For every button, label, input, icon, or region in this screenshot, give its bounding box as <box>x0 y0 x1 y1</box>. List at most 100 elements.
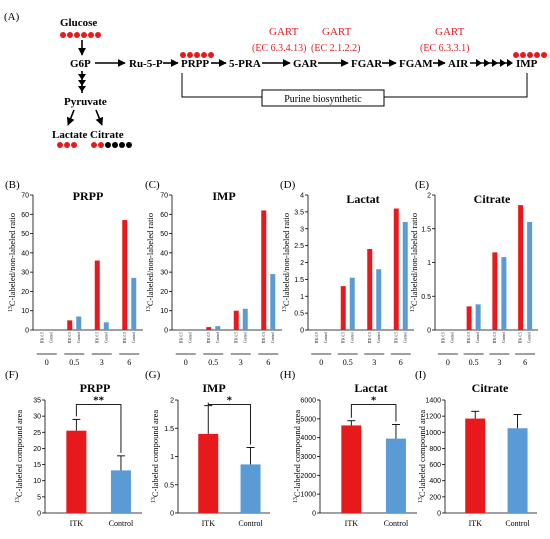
y-tick-label: 2.5 <box>294 243 304 250</box>
bar-itk-3 <box>518 205 524 330</box>
node-ru5p: Ru-5-P <box>129 58 163 70</box>
bar-label: ITK 0.5 <box>179 332 183 344</box>
chart-title: Lactat <box>354 381 387 395</box>
y-axis-label: 13C-labeled/non-labeled ratio <box>145 213 155 312</box>
chart-g: (G) IMP 13C-labeled compound area 0 0.5 1 1.5 2… <box>145 369 270 528</box>
group-label: 3 <box>100 358 104 367</box>
significance-bracket <box>75 404 122 453</box>
y-axis-label: 13C-labeled/non-labeled ratio <box>281 213 291 312</box>
chart-i: (I) Citrate 13C-labeled compound area 0 200 4… <box>415 369 537 528</box>
carbon-dots-lactate <box>57 142 77 148</box>
bar-label: Control <box>350 332 354 343</box>
bar-control-1 <box>76 316 82 330</box>
panel-label: (F) <box>5 369 19 381</box>
y-tick-label: 20 <box>21 289 29 296</box>
bar-itk <box>198 433 219 513</box>
group-label: 0 <box>184 358 188 367</box>
group-label: 6 <box>266 358 270 367</box>
node-glucose: Glucose <box>60 17 97 29</box>
y-tick-label: 40 <box>21 250 29 257</box>
bar-control <box>110 470 131 513</box>
bar-control-1 <box>475 304 481 330</box>
arrow-g6p-pyruvate <box>78 71 86 93</box>
bar-itk-3 <box>393 208 399 330</box>
panel-label: (H) <box>280 369 296 381</box>
y-tick-label: 0 <box>300 328 304 335</box>
bar-label: ITK 0.5 <box>341 332 345 344</box>
y-tick-label: 1.5 <box>421 226 431 233</box>
group-label: 0.5 <box>69 358 79 367</box>
chart-title: IMP <box>212 189 235 203</box>
bar-label: ITK 0.5 <box>467 332 471 344</box>
category-label: Control <box>238 519 263 528</box>
bar-label: ITK 0.5 <box>123 332 127 344</box>
y-tick-label: 35 <box>33 398 41 405</box>
category-label: Control <box>384 519 409 528</box>
category-label: ITK <box>345 519 359 528</box>
group-label: 0.5 <box>208 358 218 367</box>
node-prpp: PRPP <box>181 58 209 70</box>
bar-itk-1 <box>466 306 472 330</box>
y-tick-label: 5000 <box>300 416 316 423</box>
bar-control-2 <box>501 257 507 330</box>
y-tick-label: 200 <box>429 494 441 501</box>
bar-label: Control <box>324 332 328 343</box>
bar-itk-1 <box>340 286 346 330</box>
y-tick-label: 4 <box>300 193 304 200</box>
node-gar: GAR <box>293 58 319 70</box>
bar-label: ITK 0.5 <box>394 332 398 344</box>
bar-control-3 <box>270 274 276 330</box>
bar-control <box>240 464 261 513</box>
bar-itk-1 <box>67 320 73 330</box>
bar-itk-3 <box>122 220 128 330</box>
bar-control-1 <box>215 326 221 330</box>
node-imp: IMP <box>516 58 538 70</box>
chart-title: IMP <box>202 381 225 395</box>
arrow-pyruvate-citrate <box>95 109 104 126</box>
y-tick-label: 1 <box>300 294 304 301</box>
bar-label: Control <box>216 332 220 343</box>
enzyme-gart-2: GART <box>322 26 352 38</box>
multi-step-arrow <box>470 59 513 67</box>
bar-label: ITK 0.5 <box>315 332 319 344</box>
bar-label: Control <box>104 332 108 343</box>
group-label: 3 <box>497 358 501 367</box>
chart-title: PRPP <box>73 189 104 203</box>
chart-d: (D) Lactat 13C-labeled/non-labeled ratio 0 0… <box>280 179 414 367</box>
bar-label: ITK 0.5 <box>519 332 523 344</box>
chart-c: (C) IMP 13C-labeled/non-labeled ratio 0 10 20… <box>145 179 282 367</box>
bar-control-2 <box>376 269 382 330</box>
y-tick-label: 10 <box>21 308 29 315</box>
ec-number-1: (EC 6.3.4.13) <box>252 43 306 54</box>
purine-bracket <box>181 73 528 107</box>
panel-label: (I) <box>415 369 426 381</box>
bar-itk-2 <box>367 249 373 330</box>
y-tick-label: 0.5 <box>421 294 431 301</box>
panel-label: (G) <box>145 369 161 381</box>
significance-marker: * <box>371 395 377 407</box>
y-tick-label: 20 <box>160 289 168 296</box>
y-tick-label: 1200 <box>425 414 441 421</box>
bar-control-2 <box>242 308 248 330</box>
y-tick-label: 6000 <box>300 398 316 405</box>
y-tick-label: 30 <box>33 414 41 421</box>
chart-f: (F) PRPP 13C-labeled compound area 0 5 10 15 20… <box>5 369 142 528</box>
y-tick-label: 70 <box>21 193 29 200</box>
y-tick-label: 2 <box>427 193 431 200</box>
enzyme-gart-3: GART <box>435 26 465 38</box>
bar-itk-2 <box>233 310 239 330</box>
bar-label: ITK 0.5 <box>40 332 44 344</box>
y-tick-label: 50 <box>21 231 29 238</box>
bar-label: ITK 0.5 <box>441 332 445 344</box>
bar-label: ITK 0.5 <box>368 332 372 344</box>
category-label: Control <box>109 519 134 528</box>
node-citrate: Citrate <box>90 129 124 141</box>
y-tick-label: 2 <box>300 260 304 267</box>
bar-itk <box>341 425 362 513</box>
chart-b: (B) PRPP 13C-labeled/non-labeled ratio 0 10 2… <box>5 179 143 367</box>
y-tick-label: 30 <box>21 270 29 277</box>
y-tick-label: 3 <box>300 226 304 233</box>
node-5pra: 5-PRA <box>229 58 261 70</box>
